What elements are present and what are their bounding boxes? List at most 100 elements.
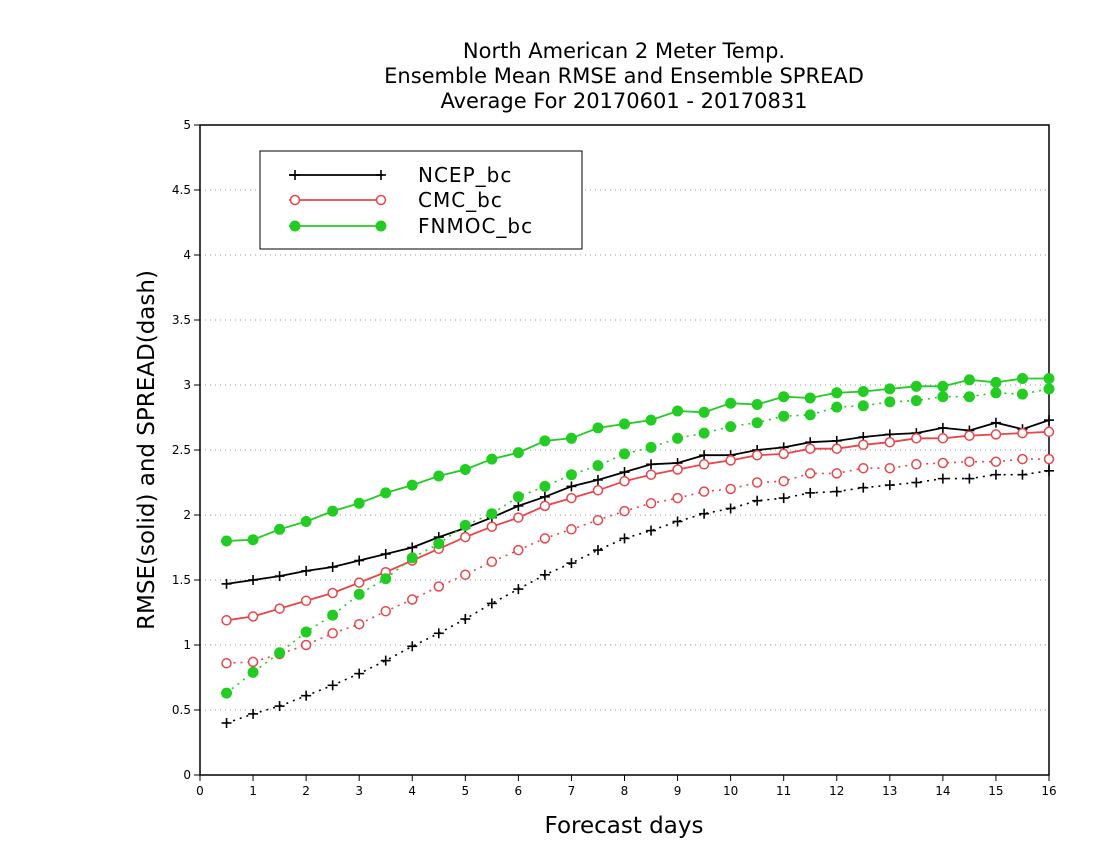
- cmc-bc-rmse-point-29: [990, 429, 1002, 440]
- fnmoc-bc-spread-point-11: [512, 491, 524, 503]
- fnmoc-bc-rmse-point-2: [274, 523, 286, 535]
- legend-item-cmc-bc: CMC_bc: [289, 188, 502, 212]
- fnmoc-bc-rmse-point-0: [221, 535, 233, 547]
- fnmoc-bc-rmse-point-21: [778, 391, 790, 403]
- legend-label-ncep-bc: NCEP_bc: [418, 163, 512, 187]
- y-tick-label-8: 4: [183, 248, 191, 262]
- x-tick-label-5: 5: [461, 784, 469, 798]
- cmc-bc-rmse-point-1: [247, 611, 259, 622]
- ncep-bc-spread-point-24: [858, 482, 869, 493]
- ncep-bc-spread-point-31: [1044, 465, 1054, 476]
- ncep-bc-spread-line: [226, 470, 1050, 724]
- cmc-bc-spread-line: [226, 458, 1049, 664]
- cmc-bc-spread-point-22: [804, 468, 816, 479]
- x-tick-label-6: 6: [515, 784, 523, 798]
- fnmoc-bc-rmse-line: [226, 377, 1049, 542]
- cmc-bc-spread-point-11: [513, 544, 524, 556]
- fnmoc-bc-spread-point-27: [937, 391, 949, 403]
- ncep-bc-rmse-point-13: [566, 481, 577, 492]
- cmc-bc-rmse-point-0: [221, 615, 232, 626]
- ncep-bc-spread-point-20: [752, 495, 763, 506]
- ncep-bc-spread-point-14: [592, 545, 603, 556]
- cmc-bc-rmse-point-31: [1043, 426, 1055, 438]
- ncep-bc-spread-point-27: [937, 473, 948, 484]
- x-tick-label-4: 4: [408, 784, 416, 798]
- cmc-bc-spread-point-13: [566, 524, 577, 535]
- fnmoc-bc-spread-point-28: [963, 391, 975, 403]
- series-cmc-bc: [221, 426, 1055, 669]
- cmc-bc-rmse-point-11: [513, 512, 524, 523]
- y-tick-label-3: 1.5: [172, 573, 191, 587]
- x-tick-label-3: 3: [355, 784, 363, 798]
- fnmoc-bc-rmse-point-14: [592, 422, 604, 434]
- cmc-bc-rmse-point-5: [353, 577, 365, 588]
- fnmoc-bc-rmse-point-3: [300, 516, 312, 527]
- fnmoc-bc-spread-point-2: [274, 647, 286, 659]
- fnmoc-bc-spread-point-3: [300, 626, 312, 638]
- cmc-bc-spread-point-10: [486, 556, 498, 568]
- ncep-bc-spread-point-6: [380, 655, 391, 666]
- y-tick-label-2: 1: [183, 638, 191, 652]
- ncep-bc-rmse-point-6: [380, 549, 391, 559]
- fnmoc-bc-rmse-point-18: [698, 406, 710, 418]
- legend-marker-end-ncep-bc: [376, 170, 386, 180]
- cmc-bc-spread-point-16: [645, 498, 657, 509]
- fnmoc-bc-spread-point-30: [1016, 388, 1028, 400]
- ncep-bc-rmse-point-11: [513, 500, 524, 511]
- cmc-bc-rmse-point-20: [751, 449, 763, 461]
- fnmoc-bc-spread-point-5: [353, 588, 365, 600]
- ncep-bc-rmse-point-0: [221, 578, 232, 589]
- fnmoc-bc-rmse-point-9: [459, 464, 471, 475]
- cmc-bc-spread-point-30: [1017, 453, 1028, 465]
- ncep-bc-spread-point-18: [699, 508, 710, 519]
- x-tick-label-12: 12: [829, 784, 844, 798]
- fnmoc-bc-spread-point-22: [804, 409, 816, 421]
- cmc-bc-spread-point-27: [937, 457, 949, 469]
- cmc-bc-spread-point-1: [247, 656, 259, 668]
- fnmoc-bc-rmse-point-31: [1043, 373, 1055, 384]
- ncep-bc-rmse-point-27: [937, 422, 948, 433]
- ncep-bc-rmse-point-18: [699, 450, 710, 461]
- fnmoc-bc-rmse-point-19: [725, 397, 737, 409]
- fnmoc-bc-spread-point-26: [910, 395, 922, 407]
- ncep-bc-spread-point-16: [646, 525, 657, 536]
- x-tick-label-10: 10: [723, 784, 738, 798]
- series-fnmoc-bc: [221, 373, 1055, 699]
- legend-label-fnmoc-bc: FNMOC_bc: [418, 214, 533, 238]
- cmc-bc-spread-point-25: [884, 462, 896, 474]
- ncep-bc-spread-point-26: [911, 477, 922, 488]
- ncep-bc-spread-point-7: [407, 641, 418, 652]
- series-ncep-bc: [221, 415, 1054, 728]
- series-layer: [221, 373, 1055, 728]
- ncep-bc-rmse-point-2: [274, 571, 285, 582]
- fnmoc-bc-rmse-point-17: [672, 405, 684, 417]
- x-tick-label-15: 15: [988, 784, 1003, 798]
- fnmoc-bc-rmse-point-20: [751, 399, 763, 410]
- fnmoc-bc-spread-point-0: [221, 687, 233, 699]
- x-tick-label-16: 16: [1041, 784, 1056, 798]
- y-tick-label-6: 3: [183, 378, 191, 392]
- legend-marker-start-ncep-bc: [290, 170, 300, 180]
- fnmoc-bc-spread-point-4: [327, 609, 339, 621]
- fnmoc-bc-spread-point-20: [751, 417, 763, 429]
- ncep-bc-spread-point-1: [248, 708, 259, 719]
- ncep-bc-spread-point-19: [725, 503, 736, 514]
- cmc-bc-rmse-point-10: [486, 521, 498, 532]
- fnmoc-bc-spread-point-10: [486, 508, 498, 520]
- ncep-bc-rmse-point-7: [407, 542, 418, 553]
- ncep-bc-spread-point-22: [805, 487, 816, 498]
- fnmoc-bc-spread-point-15: [619, 448, 630, 460]
- fnmoc-bc-spread-point-8: [433, 538, 445, 550]
- ncep-bc-rmse-point-1: [248, 575, 259, 585]
- ncep-bc-spread-point-11: [513, 584, 524, 595]
- x-tick-label-7: 7: [568, 784, 576, 798]
- cmc-bc-rmse-line: [226, 430, 1050, 622]
- ncep-bc-rmse-point-4: [327, 562, 338, 572]
- x-tick-label-8: 8: [621, 784, 629, 798]
- fnmoc-bc-rmse-point-8: [433, 470, 445, 482]
- cmc-bc-rmse-point-17: [672, 464, 683, 475]
- fnmoc-bc-rmse-point-5: [353, 497, 365, 509]
- cmc-bc-spread-point-15: [619, 505, 630, 517]
- ncep-bc-spread-point-4: [327, 680, 338, 691]
- fnmoc-bc-spread-point-1: [247, 666, 259, 678]
